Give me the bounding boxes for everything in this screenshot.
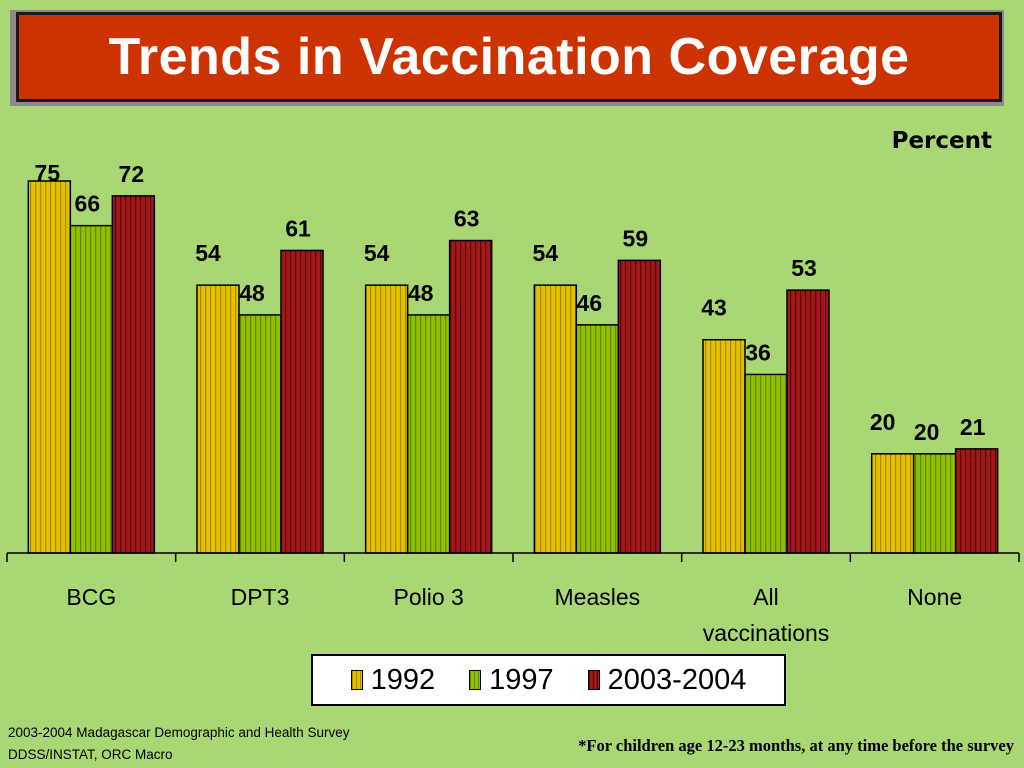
value-labels-layer: 75 66 72 54 48 61 54 48 63 54 46 59 43 36 53 20 20 21 [35, 160, 986, 445]
bar-all-vaccinations-1992 [702, 338, 746, 554]
x-axis [6, 552, 1020, 562]
value-label-all-vaccinations-1992: 43 [701, 295, 727, 321]
value-label-none-2003-2004: 21 [960, 414, 986, 440]
bar-bcg-1992 [27, 180, 72, 554]
legend-swatch-1997 [469, 670, 482, 690]
title-banner: Trends in Vaccination Coverage [16, 12, 1002, 102]
category-label-none: None [907, 584, 962, 610]
bar-measles-2003-2004 [617, 259, 662, 554]
legend-label-1992: 1992 [370, 663, 436, 696]
source-line: 2003-2004 Madagascar Demographic and Hea… [8, 725, 350, 740]
footnote: *For children age 12-23 months, at any t… [578, 736, 1014, 755]
value-label-bcg-1992: 75 [35, 160, 61, 186]
bar-all-vaccinations-1997 [744, 373, 788, 554]
bar-all-vaccinations-2003-2004 [786, 289, 830, 554]
bar-polio-3-1997 [406, 314, 451, 554]
category-label-dpt3: DPT3 [231, 584, 290, 610]
legend-label-2003-2004: 2003-2004 [607, 663, 747, 696]
bar-dpt3-2003-2004 [280, 249, 324, 554]
legend-label-1997: 1997 [489, 663, 554, 696]
value-label-polio-3-1997: 48 [408, 280, 434, 306]
value-label-bcg-1997: 66 [75, 191, 101, 217]
value-label-measles-1997: 46 [577, 290, 603, 316]
category-label-bcg: BCG [66, 584, 116, 610]
bar-none-1997 [912, 453, 957, 554]
legend-item-2003-2004: 2003-2004 [587, 663, 747, 697]
category-label-polio-3: Polio 3 [394, 584, 464, 610]
source-citation: 2003-2004 Madagascar Demographic and Hea… [8, 722, 349, 766]
bar-none-1992 [870, 453, 915, 554]
value-label-all-vaccinations-1997: 36 [745, 339, 771, 365]
legend: 1992 1997 2003-2004 [311, 654, 786, 706]
value-label-none-1992: 20 [870, 409, 896, 435]
value-label-bcg-2003-2004: 72 [119, 161, 145, 187]
unit-label: Percent [891, 128, 992, 154]
value-label-measles-2003-2004: 59 [623, 225, 649, 251]
legend-item-1997: 1997 [469, 664, 554, 697]
category-labels-layer: BCG DPT3 Polio 3 Measles All vaccinations None [66, 584, 962, 646]
value-label-measles-1992: 54 [533, 240, 559, 266]
bar-polio-3-2003-2004 [448, 239, 493, 554]
legend-item-1992: 1992 [350, 663, 436, 697]
legend-swatch-2003-2004 [587, 670, 600, 690]
bar-none-2003-2004 [954, 448, 999, 554]
bars-layer [27, 180, 999, 554]
value-label-none-1997: 20 [914, 419, 940, 445]
category-label-all-vaccinations: All vaccinations [703, 584, 830, 646]
value-label-dpt3-1997: 48 [239, 280, 265, 306]
bar-measles-1992 [533, 284, 578, 554]
value-label-polio-3-2003-2004: 63 [454, 206, 480, 232]
bar-dpt3-1997 [238, 314, 282, 554]
bar-measles-1997 [575, 324, 620, 554]
bar-polio-3-1992 [364, 284, 409, 554]
value-label-all-vaccinations-2003-2004: 53 [791, 255, 817, 281]
source-line: DDSS/INSTAT, ORC Macro [8, 747, 173, 762]
bar-bcg-1997 [69, 224, 114, 554]
slide-title: Trends in Vaccination Coverage [108, 28, 910, 86]
legend-swatch-1992 [350, 670, 363, 690]
value-label-dpt3-2003-2004: 61 [285, 215, 311, 241]
bar-bcg-2003-2004 [111, 195, 156, 554]
value-label-polio-3-1992: 54 [364, 240, 390, 266]
bar-chart: 75 66 72 54 48 61 54 48 63 54 46 59 43 36 53 20 20 21 BCG… [6, 160, 1020, 646]
value-label-dpt3-1992: 54 [195, 240, 221, 266]
bar-dpt3-1992 [196, 284, 240, 554]
category-label-measles: Measles [555, 584, 641, 610]
